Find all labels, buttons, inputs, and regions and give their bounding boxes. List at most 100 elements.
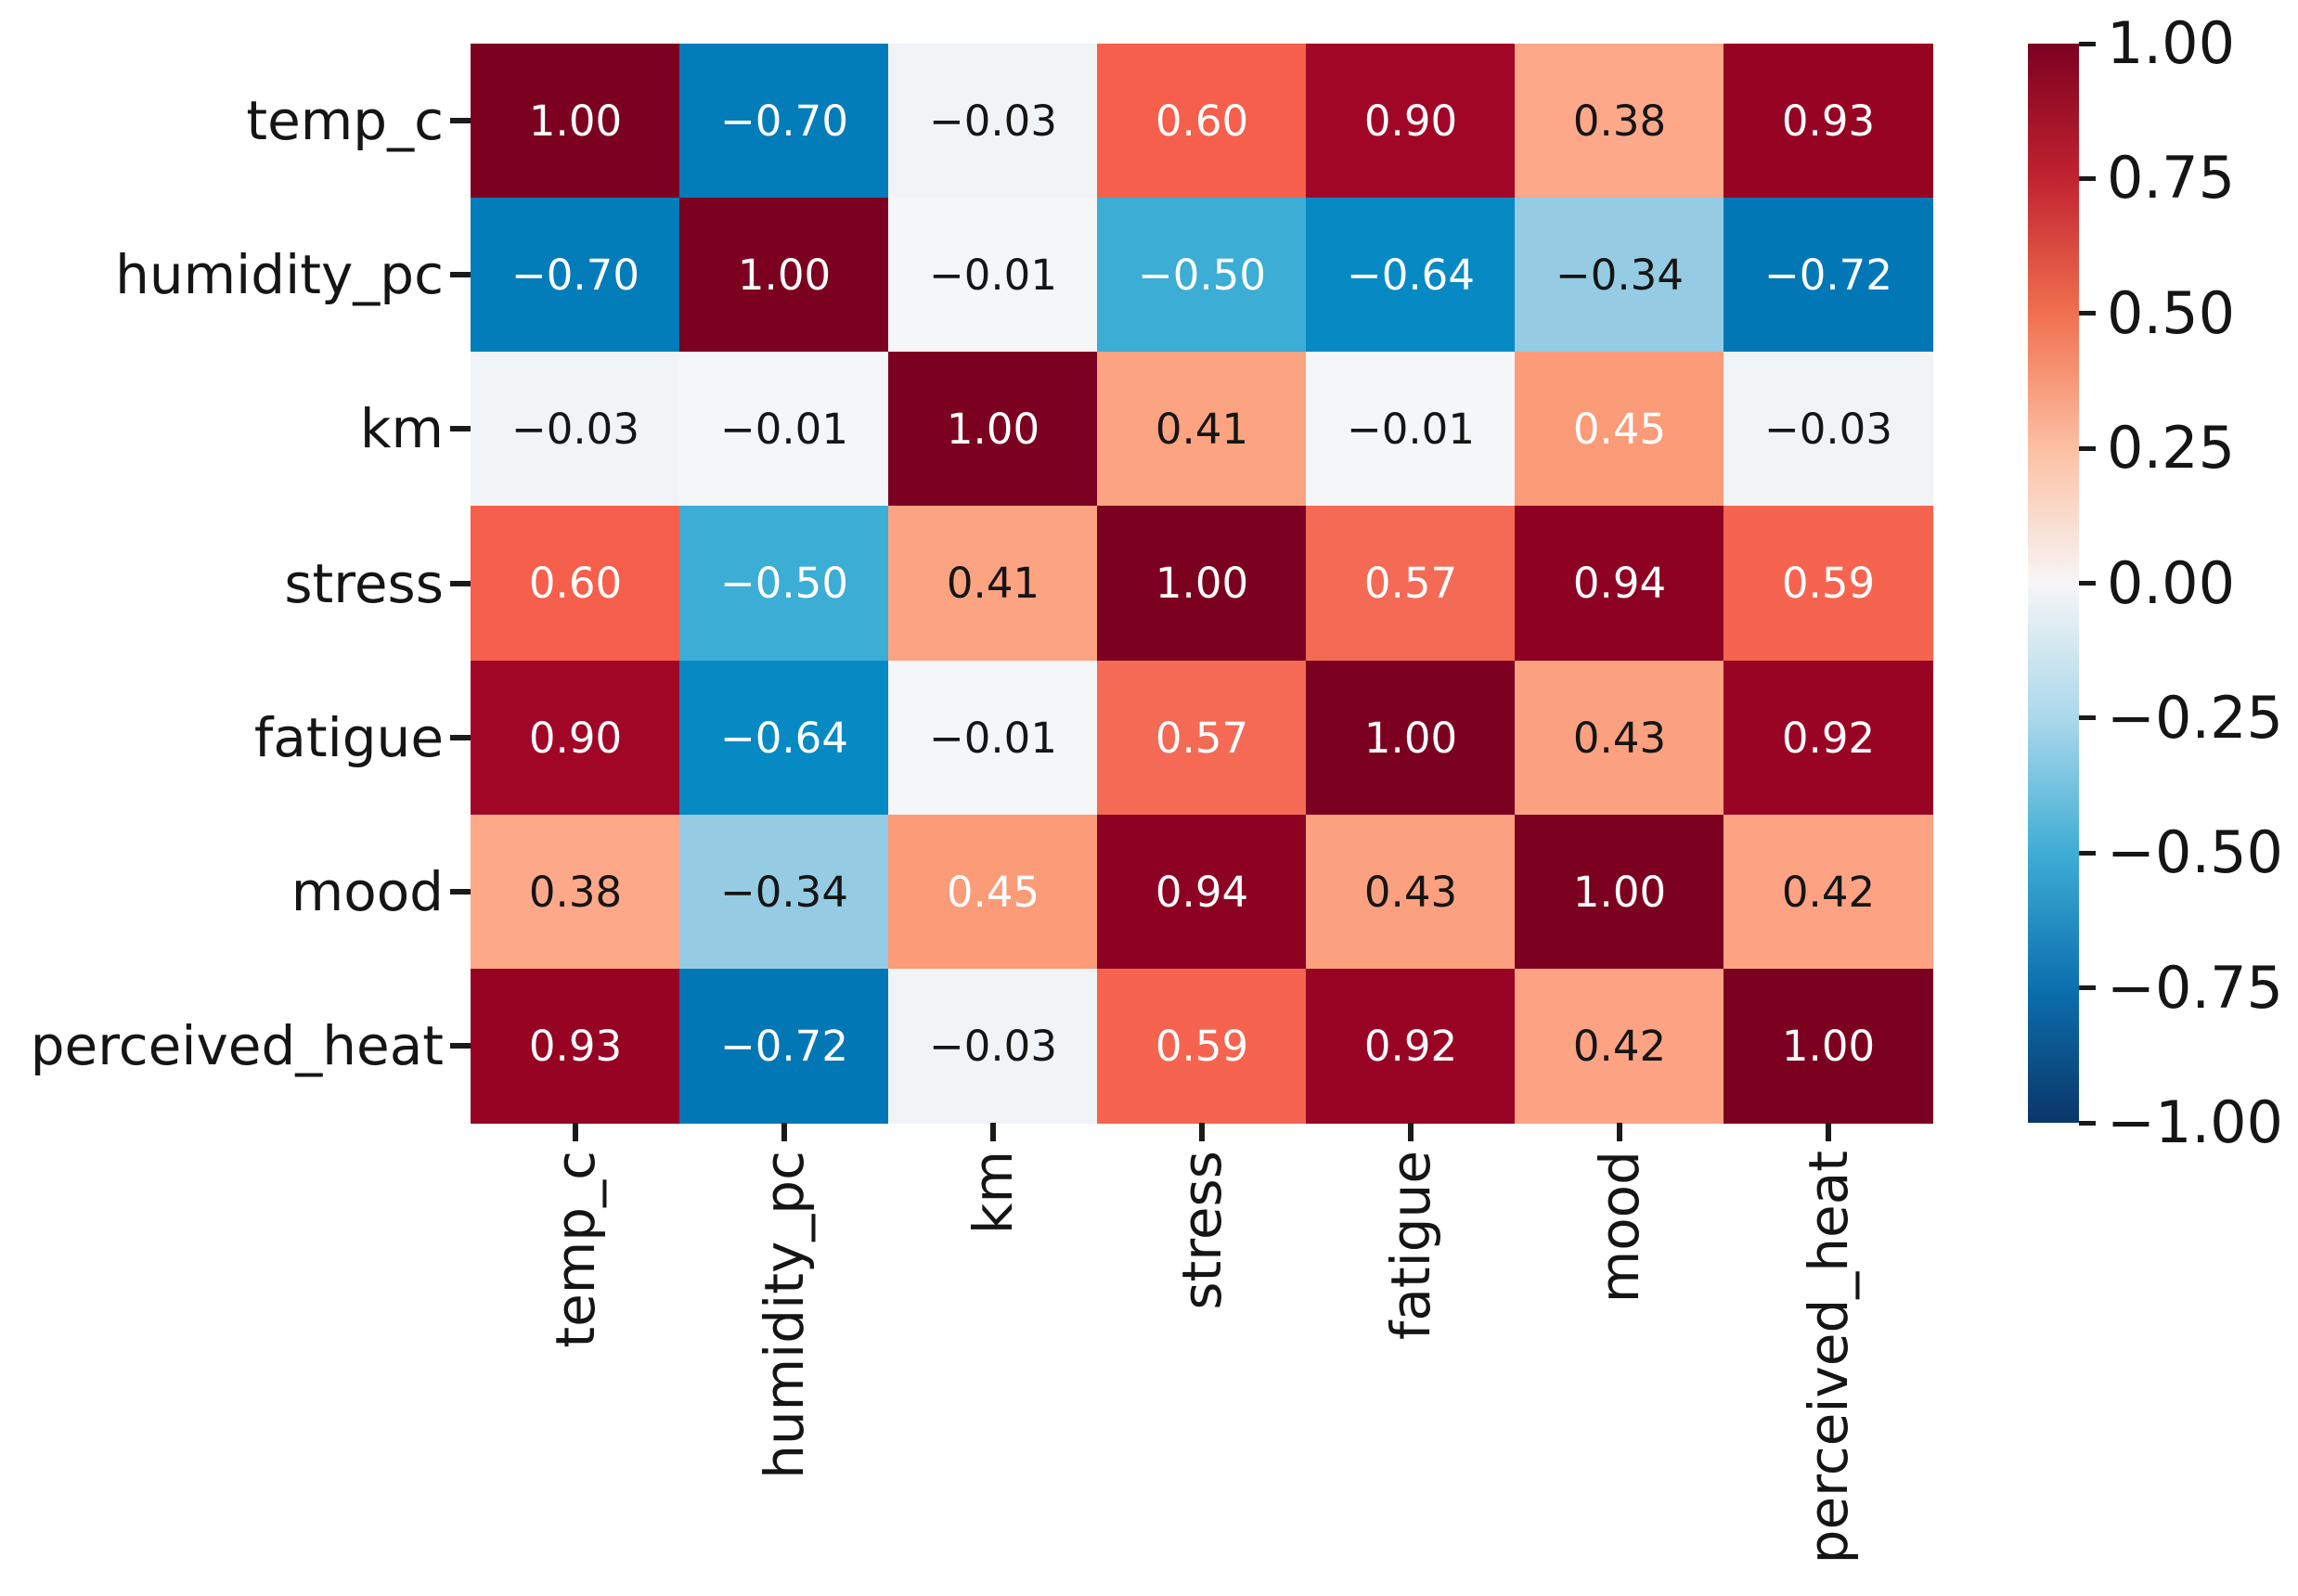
cell-value: 0.93 bbox=[1781, 97, 1876, 147]
cell-value: 0.45 bbox=[946, 867, 1040, 917]
x-axis-tick bbox=[572, 1123, 578, 1141]
heatmap-cell: 0.94 bbox=[1515, 506, 1724, 662]
colorbar-tick bbox=[2079, 850, 2096, 856]
x-axis-tick bbox=[989, 1123, 996, 1141]
heatmap-cell: 0.92 bbox=[1306, 968, 1516, 1124]
x-axis-label: temp_c bbox=[543, 1151, 607, 1348]
y-axis-tick bbox=[450, 734, 471, 740]
cell-value: 0.43 bbox=[1572, 713, 1667, 763]
heatmap-cell: 1.00 bbox=[471, 44, 680, 200]
colorbar-tick bbox=[2079, 41, 2096, 46]
heatmap-cell: 0.93 bbox=[1724, 44, 1933, 200]
cell-value: −0.70 bbox=[511, 251, 639, 301]
y-axis-label: mood bbox=[290, 859, 444, 923]
cell-value: 0.59 bbox=[1155, 1021, 1249, 1071]
y-axis-tick bbox=[450, 580, 471, 586]
colorbar bbox=[2028, 44, 2079, 1123]
cell-value: −0.01 bbox=[720, 405, 848, 455]
cell-value: −0.03 bbox=[929, 1021, 1057, 1071]
colorbar-tick bbox=[2079, 715, 2096, 721]
y-axis-tick bbox=[450, 426, 471, 432]
cell-value: 0.60 bbox=[1155, 97, 1249, 147]
x-axis-label: fatigue bbox=[1378, 1151, 1442, 1341]
heatmap-cell: −0.03 bbox=[1724, 352, 1933, 508]
heatmap-cell: 0.60 bbox=[471, 506, 680, 662]
heatmap-cell: 1.00 bbox=[888, 352, 1098, 508]
y-axis-tick bbox=[450, 118, 471, 124]
heatmap-cell: −0.50 bbox=[679, 506, 889, 662]
cell-value: 1.00 bbox=[1155, 559, 1249, 609]
heatmap-cell: 1.00 bbox=[1724, 968, 1933, 1124]
cell-value: −0.01 bbox=[929, 713, 1057, 763]
cell-value: −0.34 bbox=[720, 867, 848, 917]
heatmap-cell: 0.45 bbox=[888, 814, 1098, 970]
y-axis-label: km bbox=[359, 397, 444, 461]
heatmap-cell: −0.50 bbox=[1097, 198, 1307, 354]
x-axis-tick bbox=[1198, 1123, 1205, 1141]
heatmap-cell: 0.42 bbox=[1515, 968, 1724, 1124]
cell-value: 0.90 bbox=[528, 713, 623, 763]
cell-value: −0.03 bbox=[511, 405, 639, 455]
x-axis-tick bbox=[1616, 1123, 1622, 1141]
heatmap-grid: 1.00 −0.70 −0.03 0.60 0.90 0.38 0.93 −0.70 1.00 −… bbox=[471, 44, 1933, 1124]
heatmap-cell: 1.00 bbox=[679, 198, 889, 354]
cell-value: −0.50 bbox=[1138, 251, 1266, 301]
cell-value: −0.34 bbox=[1556, 251, 1684, 301]
y-axis-tick bbox=[450, 272, 471, 278]
heatmap-cell: −0.64 bbox=[1306, 198, 1516, 354]
heatmap-cell: 0.59 bbox=[1724, 506, 1933, 662]
colorbar-tick bbox=[2079, 985, 2096, 991]
heatmap-cell: 0.93 bbox=[471, 968, 680, 1124]
heatmap-cell: −0.01 bbox=[888, 198, 1098, 354]
colorbar-tick-label: −0.25 bbox=[2107, 683, 2283, 752]
heatmap-cell: −0.34 bbox=[1515, 198, 1724, 354]
heatmap-cell: 0.60 bbox=[1097, 44, 1307, 200]
heatmap-cell: 0.38 bbox=[1515, 44, 1724, 200]
cell-value: −0.03 bbox=[929, 97, 1057, 147]
cell-value: 1.00 bbox=[1363, 713, 1458, 763]
x-axis-tick bbox=[1825, 1123, 1831, 1141]
cell-value: 1.00 bbox=[946, 405, 1040, 455]
cell-value: 0.42 bbox=[1781, 867, 1876, 917]
heatmap-cell: 1.00 bbox=[1515, 814, 1724, 970]
heatmap-cell: −0.01 bbox=[679, 352, 889, 508]
cell-value: 0.41 bbox=[1155, 405, 1249, 455]
cell-value: 0.94 bbox=[1155, 867, 1249, 917]
heatmap-cell: 0.94 bbox=[1097, 814, 1307, 970]
cell-value: −0.64 bbox=[1347, 251, 1475, 301]
heatmap-cell: 0.43 bbox=[1515, 660, 1724, 816]
cell-value: −0.01 bbox=[929, 251, 1057, 301]
cell-value: 1.00 bbox=[528, 97, 623, 147]
cell-value: −0.01 bbox=[1347, 405, 1475, 455]
heatmap-cell: −0.64 bbox=[679, 660, 889, 816]
heatmap-cell: 0.90 bbox=[1306, 44, 1516, 200]
heatmap-cell: 1.00 bbox=[1306, 660, 1516, 816]
cell-value: −0.72 bbox=[1764, 251, 1892, 301]
heatmap-cell: 0.59 bbox=[1097, 968, 1307, 1124]
colorbar-tick bbox=[2079, 311, 2096, 316]
x-axis-label: mood bbox=[1587, 1151, 1651, 1304]
x-axis-tick bbox=[1407, 1123, 1414, 1141]
cell-value: 0.57 bbox=[1155, 713, 1249, 763]
heatmap-cell: 0.90 bbox=[471, 660, 680, 816]
cell-value: 0.38 bbox=[528, 867, 623, 917]
heatmap-cell: 0.57 bbox=[1306, 506, 1516, 662]
cell-value: 0.45 bbox=[1572, 405, 1667, 455]
y-axis-label: temp_c bbox=[246, 89, 444, 153]
heatmap-cell: −0.34 bbox=[679, 814, 889, 970]
cell-value: 0.59 bbox=[1781, 559, 1876, 609]
cell-value: −0.72 bbox=[720, 1021, 848, 1071]
colorbar-tick-label: 0.25 bbox=[2107, 414, 2236, 483]
cell-value: 0.41 bbox=[946, 559, 1040, 609]
heatmap-cell: −0.01 bbox=[1306, 352, 1516, 508]
heatmap-cell: 0.41 bbox=[888, 506, 1098, 662]
colorbar-tick-label: −0.75 bbox=[2107, 953, 2283, 1022]
y-axis-tick bbox=[450, 888, 471, 895]
colorbar-tick bbox=[2079, 1120, 2096, 1126]
cell-value: 0.94 bbox=[1572, 559, 1667, 609]
colorbar-tick bbox=[2079, 581, 2096, 586]
heatmap-cell: 1.00 bbox=[1097, 506, 1307, 662]
heatmap-cell: −0.03 bbox=[888, 968, 1098, 1124]
heatmap-cell: 0.43 bbox=[1306, 814, 1516, 970]
